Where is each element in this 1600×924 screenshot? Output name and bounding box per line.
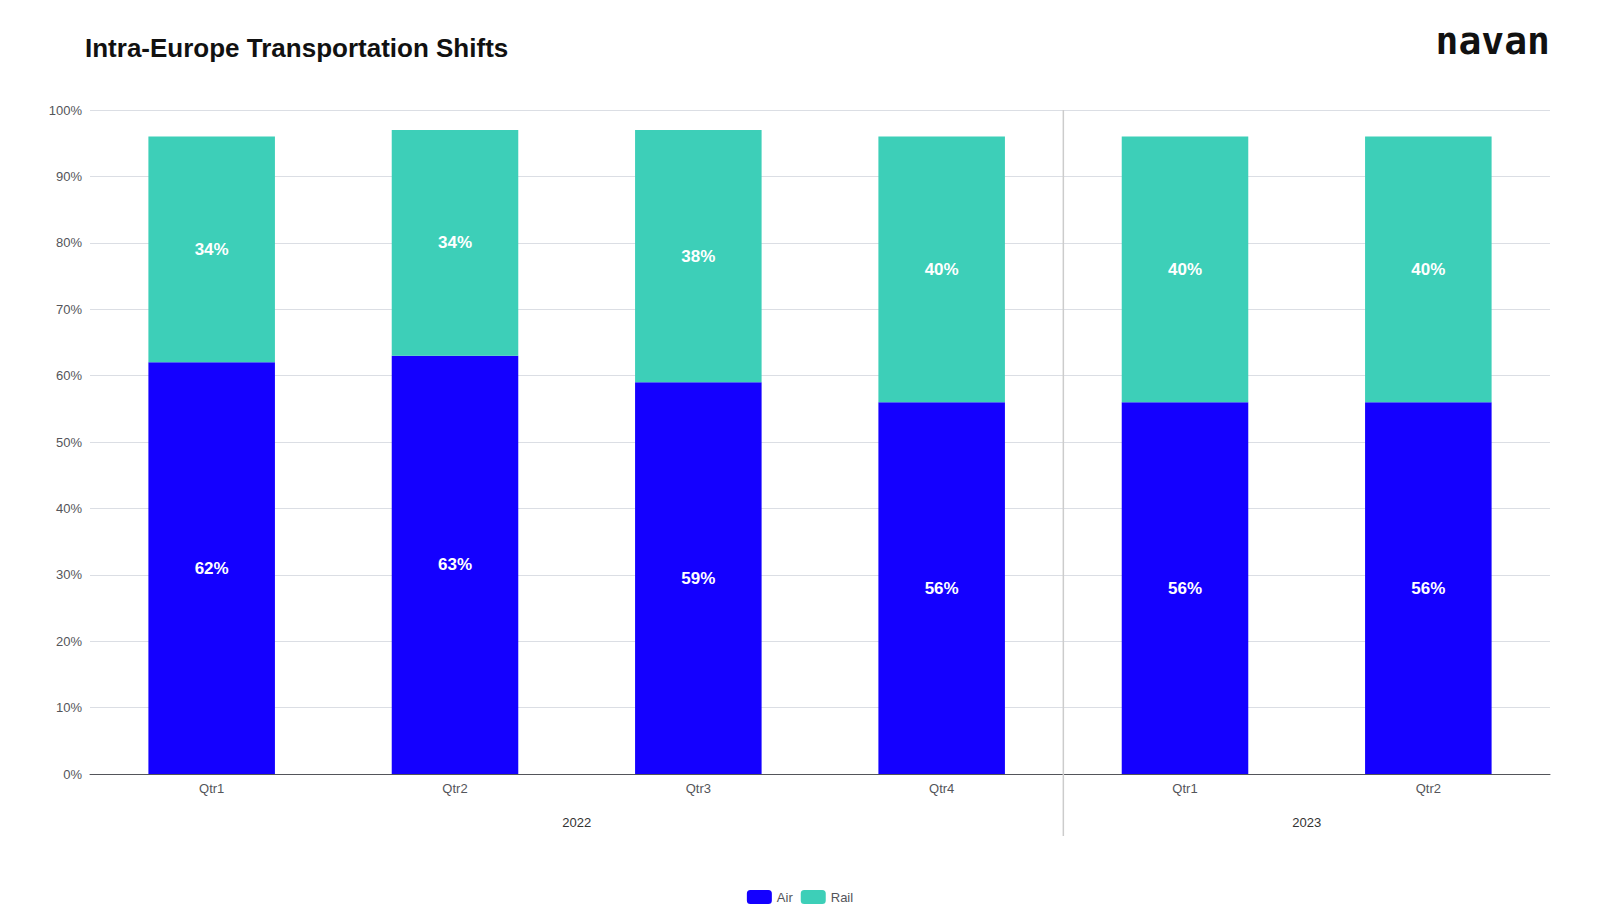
svg-text:30%: 30% — [56, 567, 82, 582]
svg-text:2023: 2023 — [1292, 815, 1321, 830]
svg-text:59%: 59% — [681, 569, 715, 588]
svg-text:70%: 70% — [56, 302, 82, 317]
svg-text:40%: 40% — [1411, 260, 1445, 279]
svg-text:40%: 40% — [1168, 260, 1202, 279]
svg-text:Intra-Europe Transportation Sh: Intra-Europe Transportation Shifts — [85, 33, 508, 63]
svg-text:navan: navan — [1436, 19, 1550, 63]
svg-text:100%: 100% — [49, 103, 83, 118]
svg-text:40%: 40% — [925, 260, 959, 279]
svg-text:10%: 10% — [56, 700, 82, 715]
svg-text:40%: 40% — [56, 501, 82, 516]
svg-text:90%: 90% — [56, 169, 82, 184]
svg-text:Qtr4: Qtr4 — [929, 781, 954, 796]
svg-text:56%: 56% — [1411, 579, 1445, 598]
svg-text:Qtr2: Qtr2 — [1416, 781, 1441, 796]
svg-text:50%: 50% — [56, 435, 82, 450]
svg-text:62%: 62% — [195, 559, 229, 578]
svg-text:80%: 80% — [56, 235, 82, 250]
svg-text:2022: 2022 — [562, 815, 591, 830]
svg-text:63%: 63% — [438, 555, 472, 574]
svg-text:Air: Air — [777, 890, 794, 905]
svg-text:Qtr1: Qtr1 — [1172, 781, 1197, 796]
svg-text:34%: 34% — [195, 240, 229, 259]
svg-text:56%: 56% — [1168, 579, 1202, 598]
svg-text:Qtr2: Qtr2 — [442, 781, 467, 796]
svg-text:38%: 38% — [681, 247, 715, 266]
svg-text:56%: 56% — [925, 579, 959, 598]
svg-text:Qtr3: Qtr3 — [686, 781, 711, 796]
svg-text:Qtr1: Qtr1 — [199, 781, 224, 796]
svg-text:Rail: Rail — [831, 890, 854, 905]
svg-text:34%: 34% — [438, 233, 472, 252]
svg-text:0%: 0% — [63, 767, 82, 782]
svg-text:20%: 20% — [56, 634, 82, 649]
svg-text:60%: 60% — [56, 368, 82, 383]
